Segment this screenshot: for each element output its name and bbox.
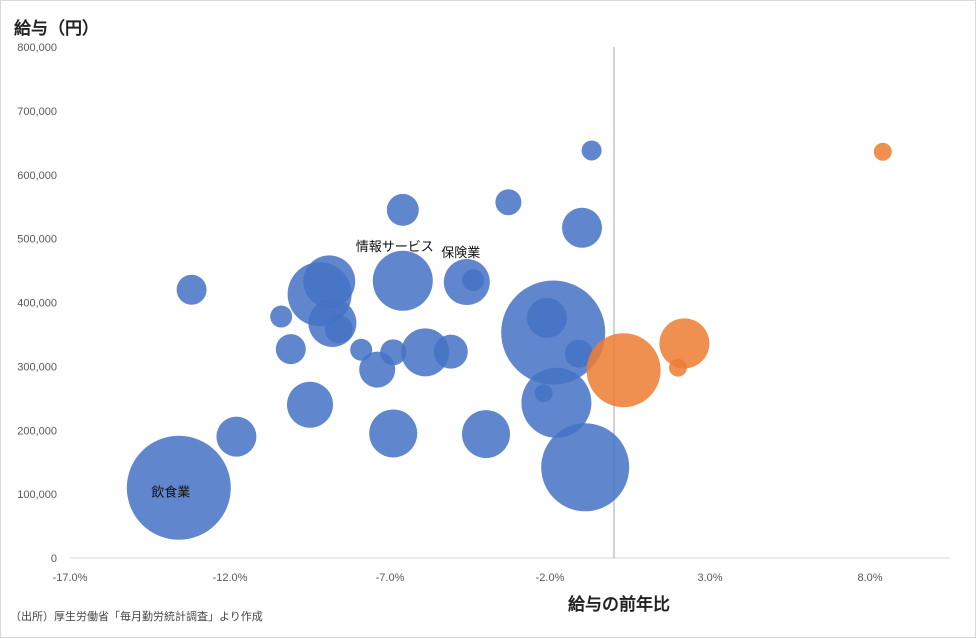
bubble: [526, 297, 567, 338]
bubble: [401, 328, 450, 377]
bubble: [495, 189, 522, 216]
y-axis-title: 給与（円）: [14, 19, 99, 39]
bubble: [581, 140, 602, 161]
bubble: [462, 410, 510, 459]
bubble: [216, 416, 257, 457]
y-tick-label: 800,000: [17, 42, 57, 54]
bubble: [372, 250, 433, 311]
bubble: [659, 318, 710, 369]
y-tick-label: 400,000: [17, 298, 57, 310]
y-tick-label: 0: [51, 553, 57, 565]
y-tick-label: 300,000: [17, 361, 57, 373]
x-tick-label: -7.0%: [376, 572, 405, 584]
source-note: （出所）厚生労働省「毎月勤労統計調査」より作成: [10, 610, 263, 623]
bubble: [586, 333, 661, 408]
y-tick-label: 700,000: [17, 106, 57, 118]
bubble: [176, 274, 207, 305]
y-tick-label: 600,000: [17, 170, 57, 182]
bubble: [873, 142, 892, 161]
bubble: [270, 305, 293, 328]
x-axis-title: 給与の前年比: [568, 595, 670, 615]
y-tick-label: 100,000: [17, 489, 57, 501]
bubble-label: 飲食業: [151, 485, 190, 501]
bubble-label: 情報サービス: [356, 240, 434, 255]
bubble: [303, 255, 356, 308]
bubble-label: 保険業: [441, 245, 480, 261]
bubble: [564, 339, 593, 368]
bubble: [380, 339, 407, 366]
bubble: [562, 207, 602, 248]
y-tick-label: 500,000: [17, 234, 57, 246]
x-tick-label: 8.0%: [857, 572, 882, 584]
bubble: [433, 334, 468, 369]
x-tick-label: -2.0%: [536, 572, 565, 584]
x-tick-label: 3.0%: [697, 572, 722, 584]
bubble: [275, 334, 306, 365]
x-tick-label: -17.0%: [53, 572, 88, 584]
x-tick-label: -12.0%: [213, 572, 248, 584]
bubble: [521, 367, 592, 438]
y-tick-label: 200,000: [17, 425, 57, 437]
bubble: [541, 423, 630, 512]
bubble: [287, 381, 333, 428]
bubble: [462, 269, 485, 292]
bubble: [386, 193, 419, 226]
bubble: [126, 435, 231, 540]
bubble: [369, 409, 418, 458]
bubble: [324, 315, 353, 344]
